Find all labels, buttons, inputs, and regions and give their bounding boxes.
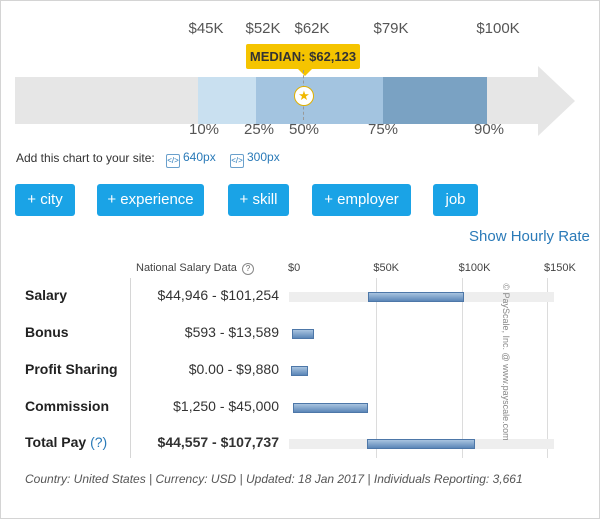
percentile-band-25-75: [256, 77, 383, 124]
row-label-text: Profit Sharing: [25, 361, 118, 377]
national-salary-header-label: National Salary Data: [136, 262, 237, 274]
row-label-text: Total Pay: [25, 434, 87, 450]
salary-tick-label: $45K: [188, 20, 224, 37]
row-label-text: Commission: [25, 398, 110, 414]
row-range-value: $1,250 - $45,000: [173, 398, 279, 414]
grid-line: [462, 278, 463, 458]
axis-tick-label: $0: [288, 262, 301, 274]
embed-640-label: 640px: [183, 150, 216, 164]
add-experience-button[interactable]: + experience: [97, 184, 204, 216]
row-label: Salary: [25, 287, 67, 303]
salary-tick-label: $100K: [476, 20, 520, 37]
row-range-value: $593 - $13,589: [184, 324, 279, 340]
row-range-value: $44,557 - $107,737: [157, 434, 279, 450]
embed-300-link[interactable]: </> 300px: [230, 150, 280, 168]
add-city-button[interactable]: + city: [15, 184, 75, 216]
row-range-bar: [368, 292, 464, 302]
row-label: Profit Sharing: [25, 361, 118, 377]
national-salary-header: National Salary Data ?: [136, 262, 254, 275]
percentile-tick-label: 50%: [288, 121, 320, 138]
show-hourly-rate-link[interactable]: Show Hourly Rate: [469, 228, 590, 245]
row-help-link[interactable]: (?): [86, 434, 108, 450]
help-icon[interactable]: ?: [241, 263, 254, 275]
row-label: Bonus: [25, 324, 69, 340]
row-range-bar: [292, 329, 314, 339]
row-range-bar: [293, 403, 368, 413]
grid-line: [547, 278, 548, 458]
job-button[interactable]: job: [433, 184, 478, 216]
axis-tick-label: $150K: [544, 262, 576, 274]
embed-label: Add this chart to your site:: [16, 151, 155, 165]
percentile-tick-label: 90%: [473, 121, 505, 138]
embed-640-link[interactable]: </> 640px: [166, 150, 216, 168]
row-range-bar: [291, 366, 308, 376]
embed-300-label: 300px: [247, 150, 280, 164]
embed-code-icon: </>: [166, 154, 180, 168]
percentile-tick-label: 25%: [243, 121, 275, 138]
row-label: Total Pay (?): [25, 434, 107, 450]
row-label-text: Bonus: [25, 324, 69, 340]
add-employer-button[interactable]: + employer: [312, 184, 411, 216]
percentile-band-75-90: [383, 77, 487, 124]
add-skill-button[interactable]: + skill: [228, 184, 289, 216]
grid-line: [376, 278, 377, 458]
median-star-icon: ★: [294, 86, 314, 106]
row-range-value: $0.00 - $9,880: [188, 361, 279, 377]
median-badge: MEDIAN: $62,123: [246, 44, 360, 76]
footer-info: Country: United States | Currency: USD |…: [25, 472, 523, 486]
salary-tick-label: $52K: [245, 20, 281, 37]
salary-tick-label: $62K: [294, 20, 330, 37]
row-range-bar: [367, 439, 475, 449]
row-range-value: $44,946 - $101,254: [157, 287, 279, 303]
salary-tick-label: $79K: [373, 20, 409, 37]
axis-tick-label: $50K: [373, 262, 400, 274]
percentile-band-10-25: [198, 77, 256, 124]
embed-code-icon: </>: [230, 154, 244, 168]
axis-tick-label: $100K: [458, 262, 491, 274]
percentile-tick-label: 75%: [367, 121, 399, 138]
column-divider: [130, 278, 131, 458]
median-label: MEDIAN: $62,123: [249, 49, 357, 64]
row-label: Commission: [25, 398, 109, 414]
percentile-tick-label: 10%: [188, 121, 220, 138]
payscale-watermark: © PayScale, Inc. @ www.payscale.com: [501, 283, 511, 441]
row-label-text: Salary: [25, 287, 68, 303]
